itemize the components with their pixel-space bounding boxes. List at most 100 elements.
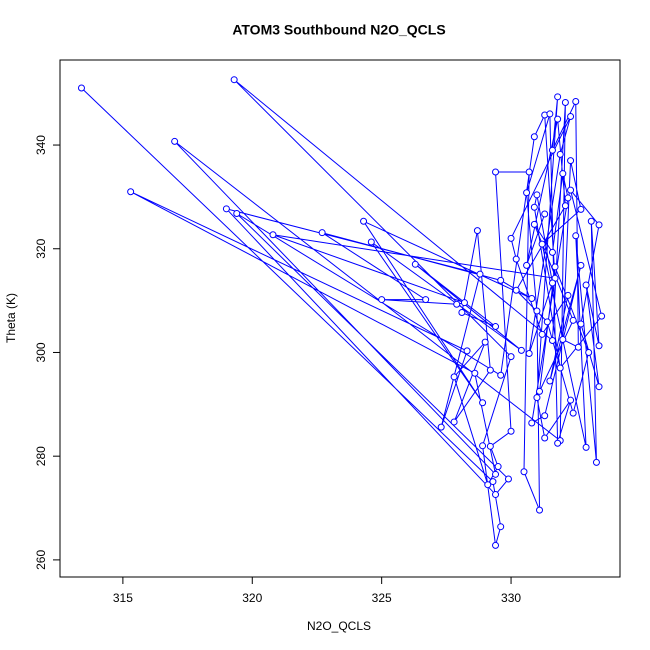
data-point: [512, 255, 520, 263]
data-point: [559, 336, 567, 344]
data-point: [582, 281, 590, 289]
data-point: [517, 346, 525, 354]
data-point: [453, 300, 461, 308]
data-point: [548, 337, 556, 345]
x-tick-label: 325: [372, 591, 392, 605]
data-point: [269, 231, 277, 239]
data-point: [548, 279, 556, 287]
data-point: [572, 97, 580, 105]
data-point: [492, 491, 500, 499]
data-point: [551, 263, 559, 271]
data-point: [554, 115, 562, 123]
data-point: [564, 291, 572, 299]
data-point: [171, 137, 179, 145]
plot-frame: [59, 59, 621, 578]
data-point: [577, 205, 585, 213]
data-point: [507, 234, 515, 242]
data-point: [577, 261, 585, 269]
data-point: [127, 188, 135, 196]
data-point: [479, 399, 487, 407]
data-point: [538, 330, 546, 338]
y-tick-label: 300: [34, 342, 48, 362]
y-axis-label: Theta (K): [4, 293, 18, 343]
data-point: [559, 170, 567, 178]
chart-title: ATOM3 Southbound N2O_QCLS: [232, 22, 445, 38]
data-point: [422, 296, 430, 304]
data-point: [574, 343, 582, 351]
data-point: [486, 366, 494, 374]
data-point: [554, 439, 562, 447]
data-point: [504, 475, 512, 483]
data-point: [530, 133, 538, 141]
data-point: [507, 427, 515, 435]
data-point: [598, 312, 606, 320]
data-point: [525, 350, 533, 358]
data-point: [569, 409, 577, 417]
x-tick-label: 320: [242, 591, 262, 605]
data-point: [523, 189, 531, 197]
data-point: [492, 323, 500, 331]
data-point: [222, 205, 230, 213]
data-point: [450, 418, 458, 426]
data-point: [411, 260, 419, 268]
data-point: [536, 387, 544, 395]
data-point: [528, 419, 536, 427]
data-point: [512, 286, 520, 294]
data-point: [494, 463, 502, 471]
data-point: [479, 442, 487, 450]
data-point: [561, 202, 569, 210]
data-point: [572, 232, 580, 240]
data-point: [541, 210, 549, 218]
data-point: [460, 299, 468, 307]
data-line: [81, 79, 603, 546]
data-point: [595, 383, 603, 391]
data-point: [548, 248, 556, 256]
data-point: [525, 168, 533, 176]
data-point: [538, 240, 546, 248]
data-point: [523, 261, 531, 269]
data-point: [473, 227, 481, 235]
data-point: [233, 209, 241, 217]
data-point: [533, 191, 541, 199]
data-point: [541, 434, 549, 442]
data-point: [360, 217, 368, 225]
data-point: [595, 221, 603, 229]
data-point: [543, 318, 551, 326]
x-tick-label: 315: [113, 591, 133, 605]
data-point: [484, 481, 492, 489]
data-point: [497, 371, 505, 379]
data-point: [533, 394, 541, 402]
data-point: [528, 295, 536, 303]
data-point: [577, 320, 585, 328]
data-point: [492, 168, 500, 176]
data-point: [592, 458, 600, 466]
data-point: [567, 157, 575, 165]
data-point: [463, 347, 471, 355]
y-tick-label: 320: [34, 238, 48, 258]
data-point: [567, 186, 575, 194]
data-point: [230, 76, 238, 84]
data-point: [437, 423, 445, 431]
data-point: [569, 316, 577, 324]
data-point: [556, 150, 564, 158]
x-tick-label: 330: [501, 591, 521, 605]
data-point: [458, 309, 466, 317]
data-point: [489, 478, 497, 486]
data-point: [507, 353, 515, 361]
y-tick-label: 280: [34, 446, 48, 466]
data-point: [497, 276, 505, 284]
data-point: [564, 194, 572, 202]
data-point: [567, 396, 575, 404]
data-point: [450, 373, 458, 381]
data-point: [533, 307, 541, 315]
data-point: [554, 93, 562, 101]
data-point: [530, 203, 538, 211]
data-point: [546, 377, 554, 385]
data-point: [378, 296, 386, 304]
data-point: [486, 442, 494, 450]
data-point: [548, 146, 556, 154]
data-point: [481, 338, 489, 346]
data-point: [476, 270, 484, 278]
